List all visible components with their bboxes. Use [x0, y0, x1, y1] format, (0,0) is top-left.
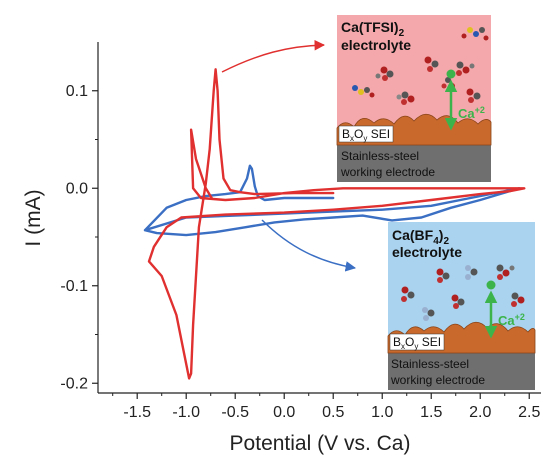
- inset-tfsi-sei-label-box: [338, 125, 394, 143]
- x-tick-label: 0.0: [273, 404, 295, 421]
- molecule-icon: [456, 61, 475, 76]
- inset-tfsi-electrode: [337, 145, 491, 182]
- y-axis-title: I (mA): [22, 189, 45, 246]
- inset-tfsi-electrode-line2: working electrode: [340, 165, 435, 179]
- inset-bf4-molecules: [401, 264, 525, 321]
- x-tick-label: 2.5: [518, 404, 540, 421]
- series-line-blue: [143, 164, 521, 237]
- inset-tfsi-electrode-line1: Stainless-steel: [341, 149, 419, 163]
- inset-tfsi: Ca(TFSI)2 electrolyte Ca+2 BxOy SEI Stai…: [336, 15, 492, 182]
- inset-bf4-electrode-line1: Stainless-steel: [391, 357, 469, 371]
- inset-tfsi-title: Ca(TFSI)2: [341, 19, 405, 39]
- molecule-icon: [461, 27, 489, 41]
- inset-bf4-sei-label-box: [389, 333, 445, 351]
- series-line-red: [147, 68, 526, 380]
- red-annotation-arrow: [221, 40, 326, 73]
- inset-tfsi-ion-label: Ca+2: [458, 105, 485, 121]
- y-tick-label: -0.2: [60, 375, 88, 392]
- inset-bf4-electrode-line2: working electrode: [390, 373, 485, 387]
- inset-tfsi-sei-label: BxOy SEI: [342, 127, 390, 143]
- x-tick-label: 2.0: [469, 404, 491, 421]
- molecule-icon: [451, 294, 465, 309]
- blue-annotation-arrow: [261, 219, 357, 272]
- molecule-icon: [422, 307, 435, 321]
- y-tick-label: -0.1: [60, 278, 88, 295]
- molecule-icon: [401, 286, 415, 302]
- x-tick-label: -1.0: [172, 404, 200, 421]
- molecule-icon: [466, 88, 481, 103]
- series-layer: [143, 68, 526, 380]
- inset-bf4-sei-label: BxOy SEI: [393, 335, 441, 351]
- inset-bf4: Ca(BF4)2 electrolyte Ca+2 BxOy SEI Stain…: [387, 222, 536, 390]
- y-tick-label: 0.0: [66, 180, 88, 197]
- inset-tfsi-title-line2: electrolyte: [341, 37, 411, 53]
- molecule-icon: [511, 292, 525, 307]
- inset-bf4-title: Ca(BF4)2: [392, 227, 449, 247]
- x-tick-label: 1.5: [420, 404, 442, 421]
- molecule-icon: [496, 264, 515, 280]
- inset-bf4-electrode: [388, 353, 535, 390]
- x-axis-title: Potential (V vs. Ca): [230, 432, 411, 455]
- molecule-icon: [465, 265, 478, 280]
- inset-bf4-ion-label: Ca+2: [498, 312, 525, 328]
- inset-bf4-title-line2: electrolyte: [392, 244, 462, 260]
- molecule-icon: [436, 268, 450, 283]
- x-tick-label: 0.5: [322, 404, 344, 421]
- inset-bf4-ca-ion: [486, 280, 496, 290]
- molecule-icon: [424, 56, 439, 72]
- inset-tfsi-ca-ion: [446, 69, 456, 79]
- x-tick-label: -0.5: [221, 404, 249, 421]
- x-tick-label: -1.5: [123, 404, 151, 421]
- x-tick-label: 1.0: [371, 404, 393, 421]
- molecule-icon: [375, 66, 394, 81]
- x-ticks: -1.5 -1.0 -0.5 0.0 0.5 1.0 1.5 2.0 2.5: [112, 393, 540, 421]
- molecule-icon: [396, 91, 415, 105]
- molecule-icon: [352, 85, 375, 98]
- y-tick-label: 0.1: [66, 83, 88, 100]
- y-ticks: -0.2 -0.1 0.0 0.1: [60, 83, 98, 392]
